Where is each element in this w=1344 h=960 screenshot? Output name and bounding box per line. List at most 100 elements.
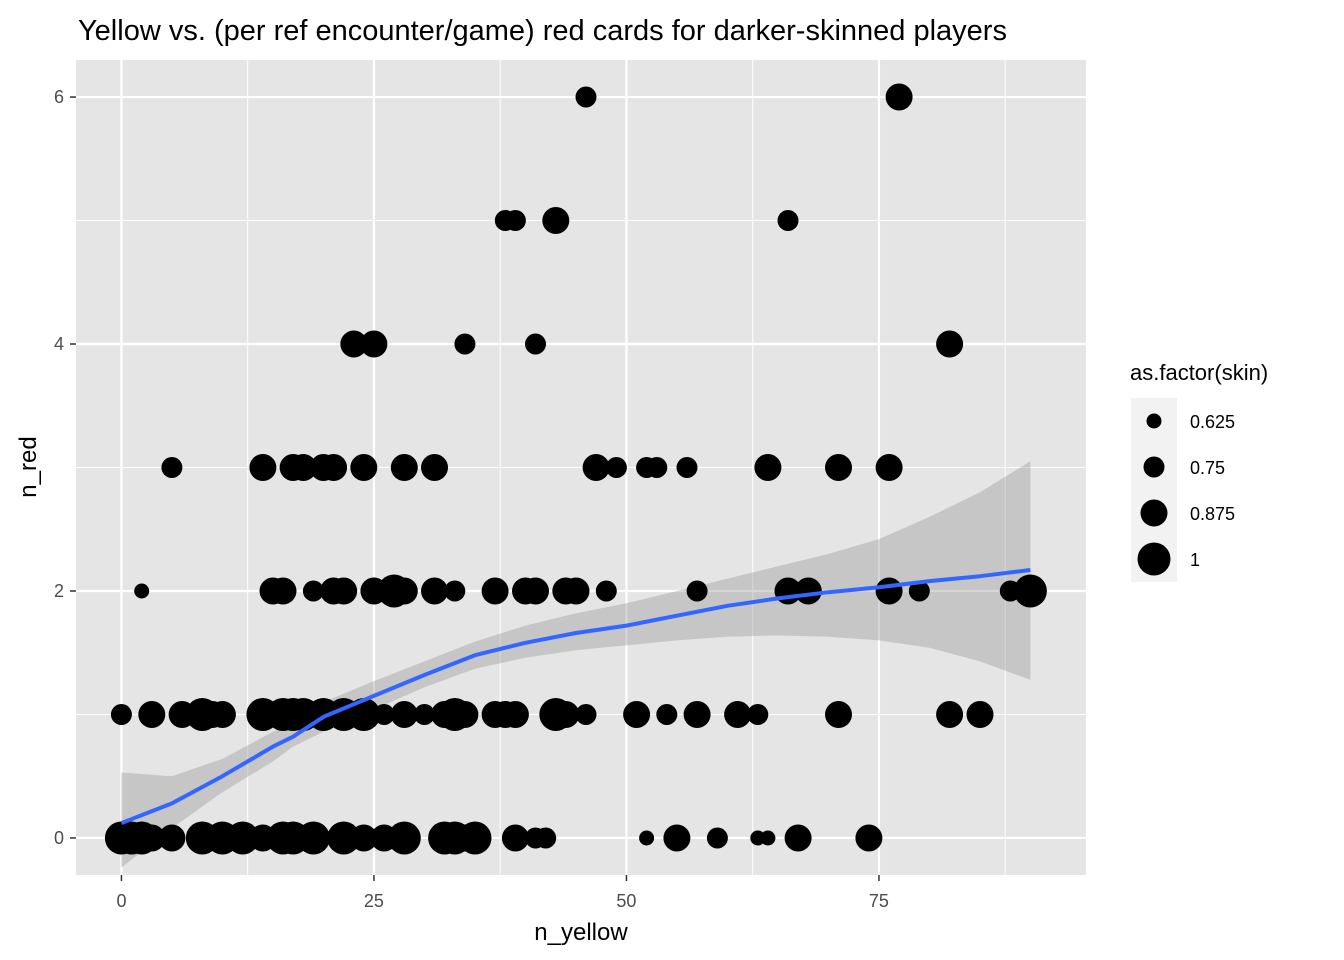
data-point xyxy=(646,457,668,478)
data-point xyxy=(754,454,782,481)
data-point xyxy=(373,704,395,725)
data-point xyxy=(454,333,476,355)
data-point xyxy=(289,454,317,481)
data-point xyxy=(525,333,546,355)
data-point xyxy=(421,577,448,605)
x-tick-label: 75 xyxy=(869,891,889,911)
data-point xyxy=(582,454,610,481)
data-point xyxy=(327,821,361,855)
legend-label: 0.625 xyxy=(1190,412,1235,432)
data-point xyxy=(138,701,166,728)
x-tick-label: 25 xyxy=(364,891,384,911)
y-tick-label: 0 xyxy=(54,828,64,848)
legend-key-marker xyxy=(1137,542,1171,576)
data-point xyxy=(760,830,776,846)
data-point xyxy=(501,824,529,852)
legend-title: as.factor(skin) xyxy=(1130,360,1268,385)
y-axis-title: n_red xyxy=(15,436,42,497)
legend-entries: 0.625 0.75 0.875 1 xyxy=(1131,398,1235,582)
minor-gridlines xyxy=(76,60,1086,875)
data-point xyxy=(639,830,655,846)
legend-label: 0.75 xyxy=(1190,458,1225,478)
data-point xyxy=(656,704,678,725)
x-tick-label: 0 xyxy=(116,891,126,911)
data-point xyxy=(875,454,903,481)
data-point xyxy=(320,454,348,481)
data-point xyxy=(161,457,183,478)
data-point xyxy=(542,207,570,234)
x-axis-title: n_yellow xyxy=(534,919,628,946)
legend-key-marker xyxy=(1140,499,1168,527)
data-point xyxy=(390,701,418,728)
axes-layer: 0 25 50 75 0 2 4 6 xyxy=(54,87,889,911)
data-point xyxy=(575,86,597,108)
data-point xyxy=(302,580,324,602)
smooth-line xyxy=(120,568,1031,825)
data-point xyxy=(134,583,150,599)
data-point xyxy=(825,454,852,481)
data-point xyxy=(777,210,799,231)
data-point xyxy=(676,457,698,478)
legend-key-marker xyxy=(1143,456,1165,478)
data-point xyxy=(747,704,769,725)
data-point xyxy=(444,580,466,602)
data-point xyxy=(855,824,883,852)
data-point xyxy=(794,577,822,605)
y-tick-label: 6 xyxy=(54,87,64,107)
data-point xyxy=(522,577,549,605)
data-point xyxy=(683,701,711,728)
data-point xyxy=(110,704,132,725)
data-point xyxy=(138,824,166,852)
data-point xyxy=(330,577,358,605)
legend-label: 1 xyxy=(1190,550,1200,570)
data-point xyxy=(562,577,590,605)
x-tick-label: 50 xyxy=(616,891,636,911)
data-point xyxy=(390,454,418,481)
data-point xyxy=(936,701,964,728)
data-point xyxy=(535,827,557,849)
data-point xyxy=(387,821,421,855)
data-point xyxy=(481,577,509,605)
data-point xyxy=(350,824,378,852)
data-point xyxy=(908,580,930,602)
data-point xyxy=(269,577,297,605)
data-point xyxy=(458,821,492,855)
data-point xyxy=(595,580,617,602)
data-point xyxy=(552,701,580,728)
data-point xyxy=(226,821,260,855)
data-point xyxy=(421,454,448,481)
points-layer xyxy=(104,83,1047,855)
legend-label: 0.875 xyxy=(1190,504,1235,524)
data-point xyxy=(966,701,994,728)
data-point xyxy=(347,698,381,731)
y-tick-label: 2 xyxy=(54,581,64,601)
data-point xyxy=(158,824,186,852)
data-point xyxy=(296,821,330,855)
data-point xyxy=(340,330,368,358)
confidence-band xyxy=(121,461,1031,868)
data-point xyxy=(390,577,418,605)
data-point xyxy=(605,457,627,478)
data-point xyxy=(1013,574,1047,608)
data-point xyxy=(360,330,388,358)
data-point xyxy=(501,701,529,728)
smooth-line-layer xyxy=(120,568,1031,825)
data-point xyxy=(825,701,852,728)
data-point xyxy=(504,210,526,231)
data-point xyxy=(575,704,597,725)
data-point xyxy=(451,701,479,728)
data-point xyxy=(784,824,812,852)
data-point xyxy=(706,827,728,849)
legend-key-marker xyxy=(1146,413,1162,429)
data-point xyxy=(208,701,236,728)
data-point xyxy=(413,704,435,725)
data-point xyxy=(936,330,964,358)
data-point xyxy=(686,580,708,602)
chart-title: Yellow vs. (per ref encounter/game) red … xyxy=(78,15,1007,47)
data-point xyxy=(623,701,651,728)
data-point xyxy=(885,83,913,111)
data-point xyxy=(249,454,277,481)
data-point xyxy=(350,454,378,481)
y-tick-label: 4 xyxy=(54,334,64,354)
data-point xyxy=(875,577,903,605)
